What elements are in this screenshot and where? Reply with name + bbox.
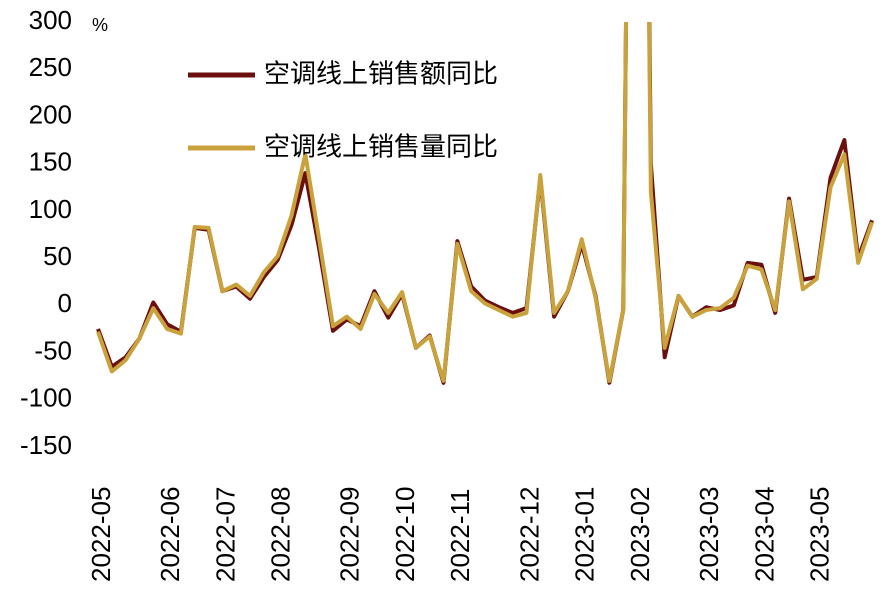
y-tick-label: 100 [29, 194, 72, 224]
x-tick-label: 2022-10 [390, 487, 420, 582]
x-tick-label: 2023-05 [805, 487, 835, 582]
y-unit: % [92, 15, 108, 35]
legend-label: 空调线上销售额同比 [264, 60, 498, 90]
y-tick-label: 50 [43, 241, 72, 271]
y-tick-label: 200 [29, 99, 72, 129]
x-tick-label: 2023-04 [749, 487, 779, 582]
x-tick-label: 2022-12 [514, 487, 544, 582]
legend-label: 空调线上销售量同比 [264, 133, 498, 163]
y-tick-label: 0 [58, 288, 72, 318]
x-tick-label: 2022-07 [210, 487, 240, 582]
plot-area [96, 22, 874, 385]
x-tick-label: 2023-01 [570, 487, 600, 582]
y-tick-label: -100 [20, 383, 72, 413]
x-tick-label: 2023-03 [694, 487, 724, 582]
x-tick-label: 2023-02 [625, 487, 655, 582]
series-line [96, 22, 874, 385]
x-tick-label: 2022-08 [266, 487, 296, 582]
y-tick-label: -150 [20, 430, 72, 460]
x-tick-label: 2022-11 [445, 488, 475, 582]
x-tick-label: 2022-09 [335, 487, 365, 582]
y-tick-label: 150 [29, 147, 72, 177]
series-line [96, 22, 874, 383]
x-tick-label: 2022-05 [86, 487, 116, 582]
x-tick-label: 2022-06 [155, 487, 185, 582]
y-tick-label: 250 [29, 52, 72, 82]
y-tick-label: 300 [29, 5, 72, 35]
y-tick-label: -50 [34, 335, 72, 365]
